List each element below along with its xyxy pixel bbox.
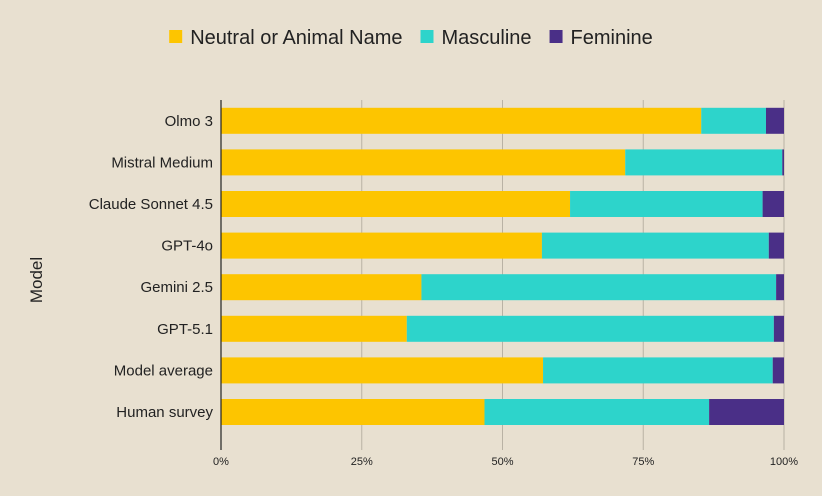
- y-tick-label: Mistral Medium: [111, 154, 213, 171]
- bar-feminine-olmo-3: [765, 107, 784, 134]
- bar-feminine-model-average: [772, 357, 784, 384]
- x-tick-label: 0%: [213, 456, 229, 468]
- y-tick-label: Human survey: [116, 404, 213, 421]
- bar-masculine-gpt-5-1: [406, 315, 774, 342]
- bar-neutral-or-animal-name-gpt-5-1: [221, 315, 407, 342]
- y-axis: Olmo 3 Mistral Medium Claude Sonnet 4.5 GPT…: [89, 100, 222, 450]
- legend-item-neutral-or-animal-name: Neutral or Animal Name: [169, 27, 403, 49]
- legend: Neutral or Animal Name Masculine Feminine: [169, 27, 653, 49]
- legend-item-feminine: Feminine: [549, 27, 653, 49]
- bar-neutral-or-animal-name-human-survey: [221, 399, 485, 425]
- x-tick-label: 75%: [632, 456, 654, 468]
- bar-feminine-claude-sonnet-4-5: [762, 191, 784, 217]
- legend-swatch: [420, 30, 434, 43]
- bar-masculine-human-survey: [484, 399, 710, 425]
- bar-feminine-human-survey: [709, 399, 784, 425]
- bar-masculine-gpt-4o: [541, 232, 769, 259]
- y-tick-label: GPT-4o: [161, 238, 213, 255]
- bar-feminine-gemini-2-5: [776, 274, 784, 301]
- y-tick-label: Gemini 2.5: [140, 279, 213, 296]
- y-tick-label: Model average: [114, 362, 213, 379]
- x-axis: 0% 25% 50% 75% 100%: [213, 456, 798, 468]
- bars: [221, 107, 784, 425]
- bar-neutral-or-animal-name-gpt-4o: [221, 232, 542, 259]
- legend-item-masculine: Masculine: [420, 27, 532, 49]
- bar-masculine-model-average: [543, 357, 773, 384]
- y-tick-label: Olmo 3: [165, 113, 213, 130]
- x-tick-label: 100%: [770, 456, 798, 468]
- legend-swatch: [169, 30, 183, 43]
- bar-masculine-mistral-medium: [625, 149, 783, 176]
- x-tick-label: 50%: [491, 456, 513, 468]
- bar-neutral-or-animal-name-gemini-2-5: [221, 274, 422, 301]
- legend-label: Neutral or Animal Name: [190, 27, 402, 49]
- bar-feminine-mistral-medium: [782, 149, 784, 176]
- legend-label: Masculine: [442, 27, 532, 49]
- bar-neutral-or-animal-name-olmo-3: [221, 107, 702, 134]
- bar-masculine-claude-sonnet-4-5: [570, 191, 763, 217]
- x-tick-label: 25%: [351, 456, 373, 468]
- bar-feminine-gpt-5-1: [773, 315, 784, 342]
- bar-masculine-olmo-3: [701, 107, 766, 134]
- bar-masculine-gemini-2-5: [421, 274, 777, 301]
- y-axis-label: Model: [27, 257, 46, 303]
- y-tick-label: Claude Sonnet 4.5: [89, 196, 213, 213]
- bar-neutral-or-animal-name-mistral-medium: [221, 149, 626, 176]
- bar-neutral-or-animal-name-claude-sonnet-4-5: [221, 191, 571, 217]
- bar-neutral-or-animal-name-model-average: [221, 357, 544, 384]
- legend-label: Feminine: [571, 27, 653, 49]
- legend-swatch: [549, 30, 563, 43]
- y-tick-label: GPT-5.1: [157, 321, 213, 338]
- bar-feminine-gpt-4o: [768, 232, 784, 259]
